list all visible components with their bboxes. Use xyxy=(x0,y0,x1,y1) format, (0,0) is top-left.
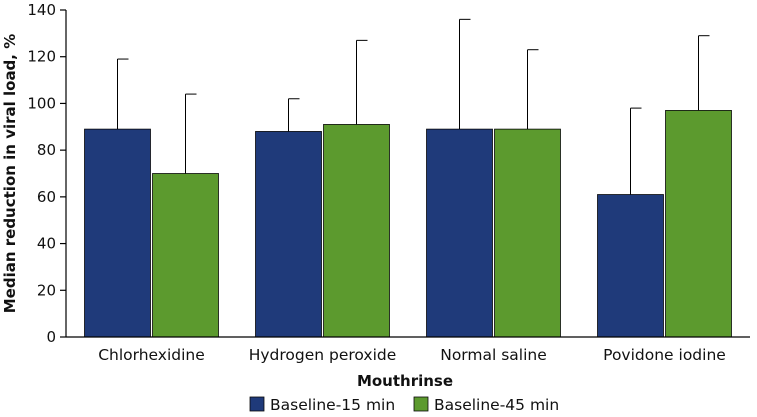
y-tick-label: 80 xyxy=(37,141,56,159)
y-tick-label: 120 xyxy=(27,48,56,66)
category-label: Hydrogen peroxide xyxy=(249,346,397,364)
y-tick-label: 60 xyxy=(37,188,56,206)
category-label: Povidone iodine xyxy=(603,346,726,364)
bar xyxy=(152,173,219,338)
bar xyxy=(84,128,151,338)
category-label: Normal saline xyxy=(440,346,547,364)
legend-label: Baseline-15 min xyxy=(270,396,395,414)
legend-swatch xyxy=(249,396,265,412)
y-tick-label: 0 xyxy=(46,328,56,346)
bar xyxy=(665,110,732,338)
bar-groups xyxy=(84,110,732,338)
y-tick-label: 140 xyxy=(27,1,56,19)
y-tick-label: 20 xyxy=(37,281,56,299)
y-axis-title: Median reduction in viral load, % xyxy=(1,34,19,314)
legend-label: Baseline-45 min xyxy=(434,396,559,414)
bar xyxy=(597,194,664,338)
x-axis-title: Mouthrinse xyxy=(357,372,453,390)
y-tick-label: 100 xyxy=(27,94,56,112)
bar xyxy=(426,128,493,338)
bar xyxy=(494,128,561,338)
legend: Baseline-15 min Baseline-45 min xyxy=(249,396,559,414)
category-label: Chlorhexidine xyxy=(98,346,205,364)
legend-swatch xyxy=(413,396,429,412)
bar xyxy=(255,131,322,338)
y-tick-label: 40 xyxy=(37,235,56,253)
category-labels: Chlorhexidine Hydrogen peroxide Normal sal… xyxy=(98,346,726,364)
error-bars xyxy=(117,18,710,195)
y-axis-ticks: 0 20 40 60 80 100 120 140 xyxy=(27,1,66,346)
bar xyxy=(323,124,390,338)
